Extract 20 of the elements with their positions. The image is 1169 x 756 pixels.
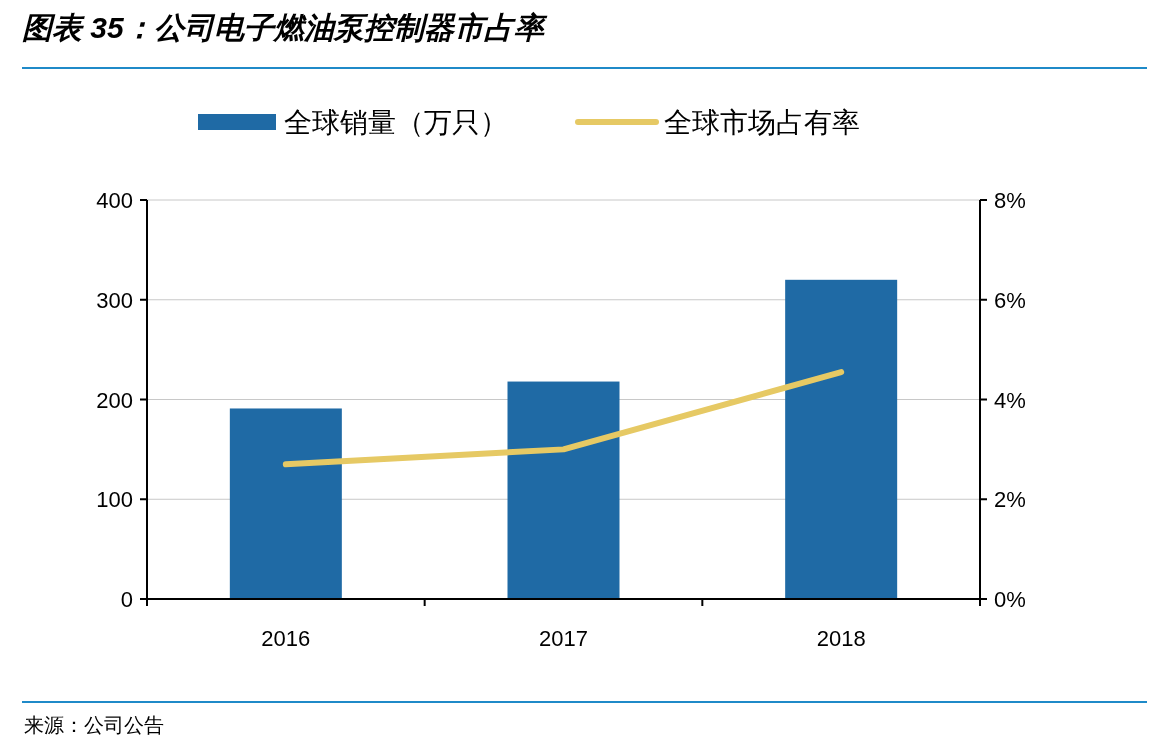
y-tick-label: 100 xyxy=(96,487,133,513)
y-tick-label: 400 xyxy=(96,188,133,213)
x-tick-label: 2017 xyxy=(539,626,588,651)
y-tick-label: 200 xyxy=(96,387,133,413)
y-tick-label: 300 xyxy=(96,287,133,313)
bar xyxy=(507,381,620,599)
y2-tick-label: 4% xyxy=(994,387,1026,413)
x-tick-label: 2016 xyxy=(261,626,311,651)
y-tick-label: 0 xyxy=(120,587,133,612)
y2-tick-label: 0% xyxy=(994,587,1026,612)
legend-label: 全球销量（万只） xyxy=(284,107,508,138)
bar xyxy=(785,279,898,599)
bar xyxy=(229,408,342,599)
y2-tick-label: 8% xyxy=(994,188,1026,213)
legend-label: 全球市场占有率 xyxy=(664,107,860,138)
y2-tick-label: 6% xyxy=(994,287,1026,313)
source-note: 来源：公司公告 xyxy=(24,714,164,736)
y2-tick-label: 2% xyxy=(994,487,1026,513)
x-tick-label: 2018 xyxy=(816,626,866,651)
chart-title: 图表 35：公司电子燃油泵控制器市占率 xyxy=(22,11,548,44)
